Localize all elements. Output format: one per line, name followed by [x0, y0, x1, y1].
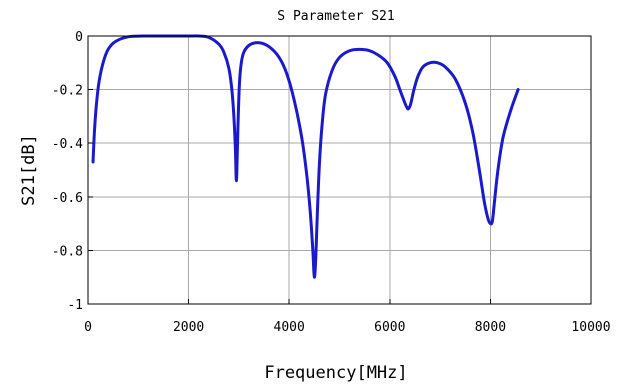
y-tick-label: 0: [75, 30, 83, 45]
x-tick-label: 4000: [274, 320, 305, 335]
plot-area: [91, 34, 520, 279]
plot-frame: [87, 35, 592, 305]
x-tick-label: 10000: [571, 320, 610, 335]
axis-ticks: 0 2000 4000 6000 8000 10000 0 -0.2 -0.4 -0.6 -0.8 -…: [52, 30, 611, 335]
y-tick-label: -1: [67, 298, 83, 313]
y-tick-label: -0.4: [52, 137, 83, 152]
y-tick-label: -0.6: [52, 191, 83, 206]
y-tick-label: -0.8: [52, 244, 83, 259]
x-tick-label: 8000: [475, 320, 506, 335]
x-tick-label: 0: [84, 320, 92, 335]
x-tick-label: 2000: [173, 320, 204, 335]
x-axis-label: Frequency[MHz]: [264, 363, 407, 383]
y-tick-label: -0.2: [52, 84, 83, 99]
x-tick-label: 6000: [374, 320, 405, 335]
chart-title: S Parameter S21: [277, 9, 394, 24]
s21-series-line: [91, 34, 520, 279]
grid: [87, 35, 592, 305]
y-axis-label: S21[dB]: [19, 134, 39, 206]
